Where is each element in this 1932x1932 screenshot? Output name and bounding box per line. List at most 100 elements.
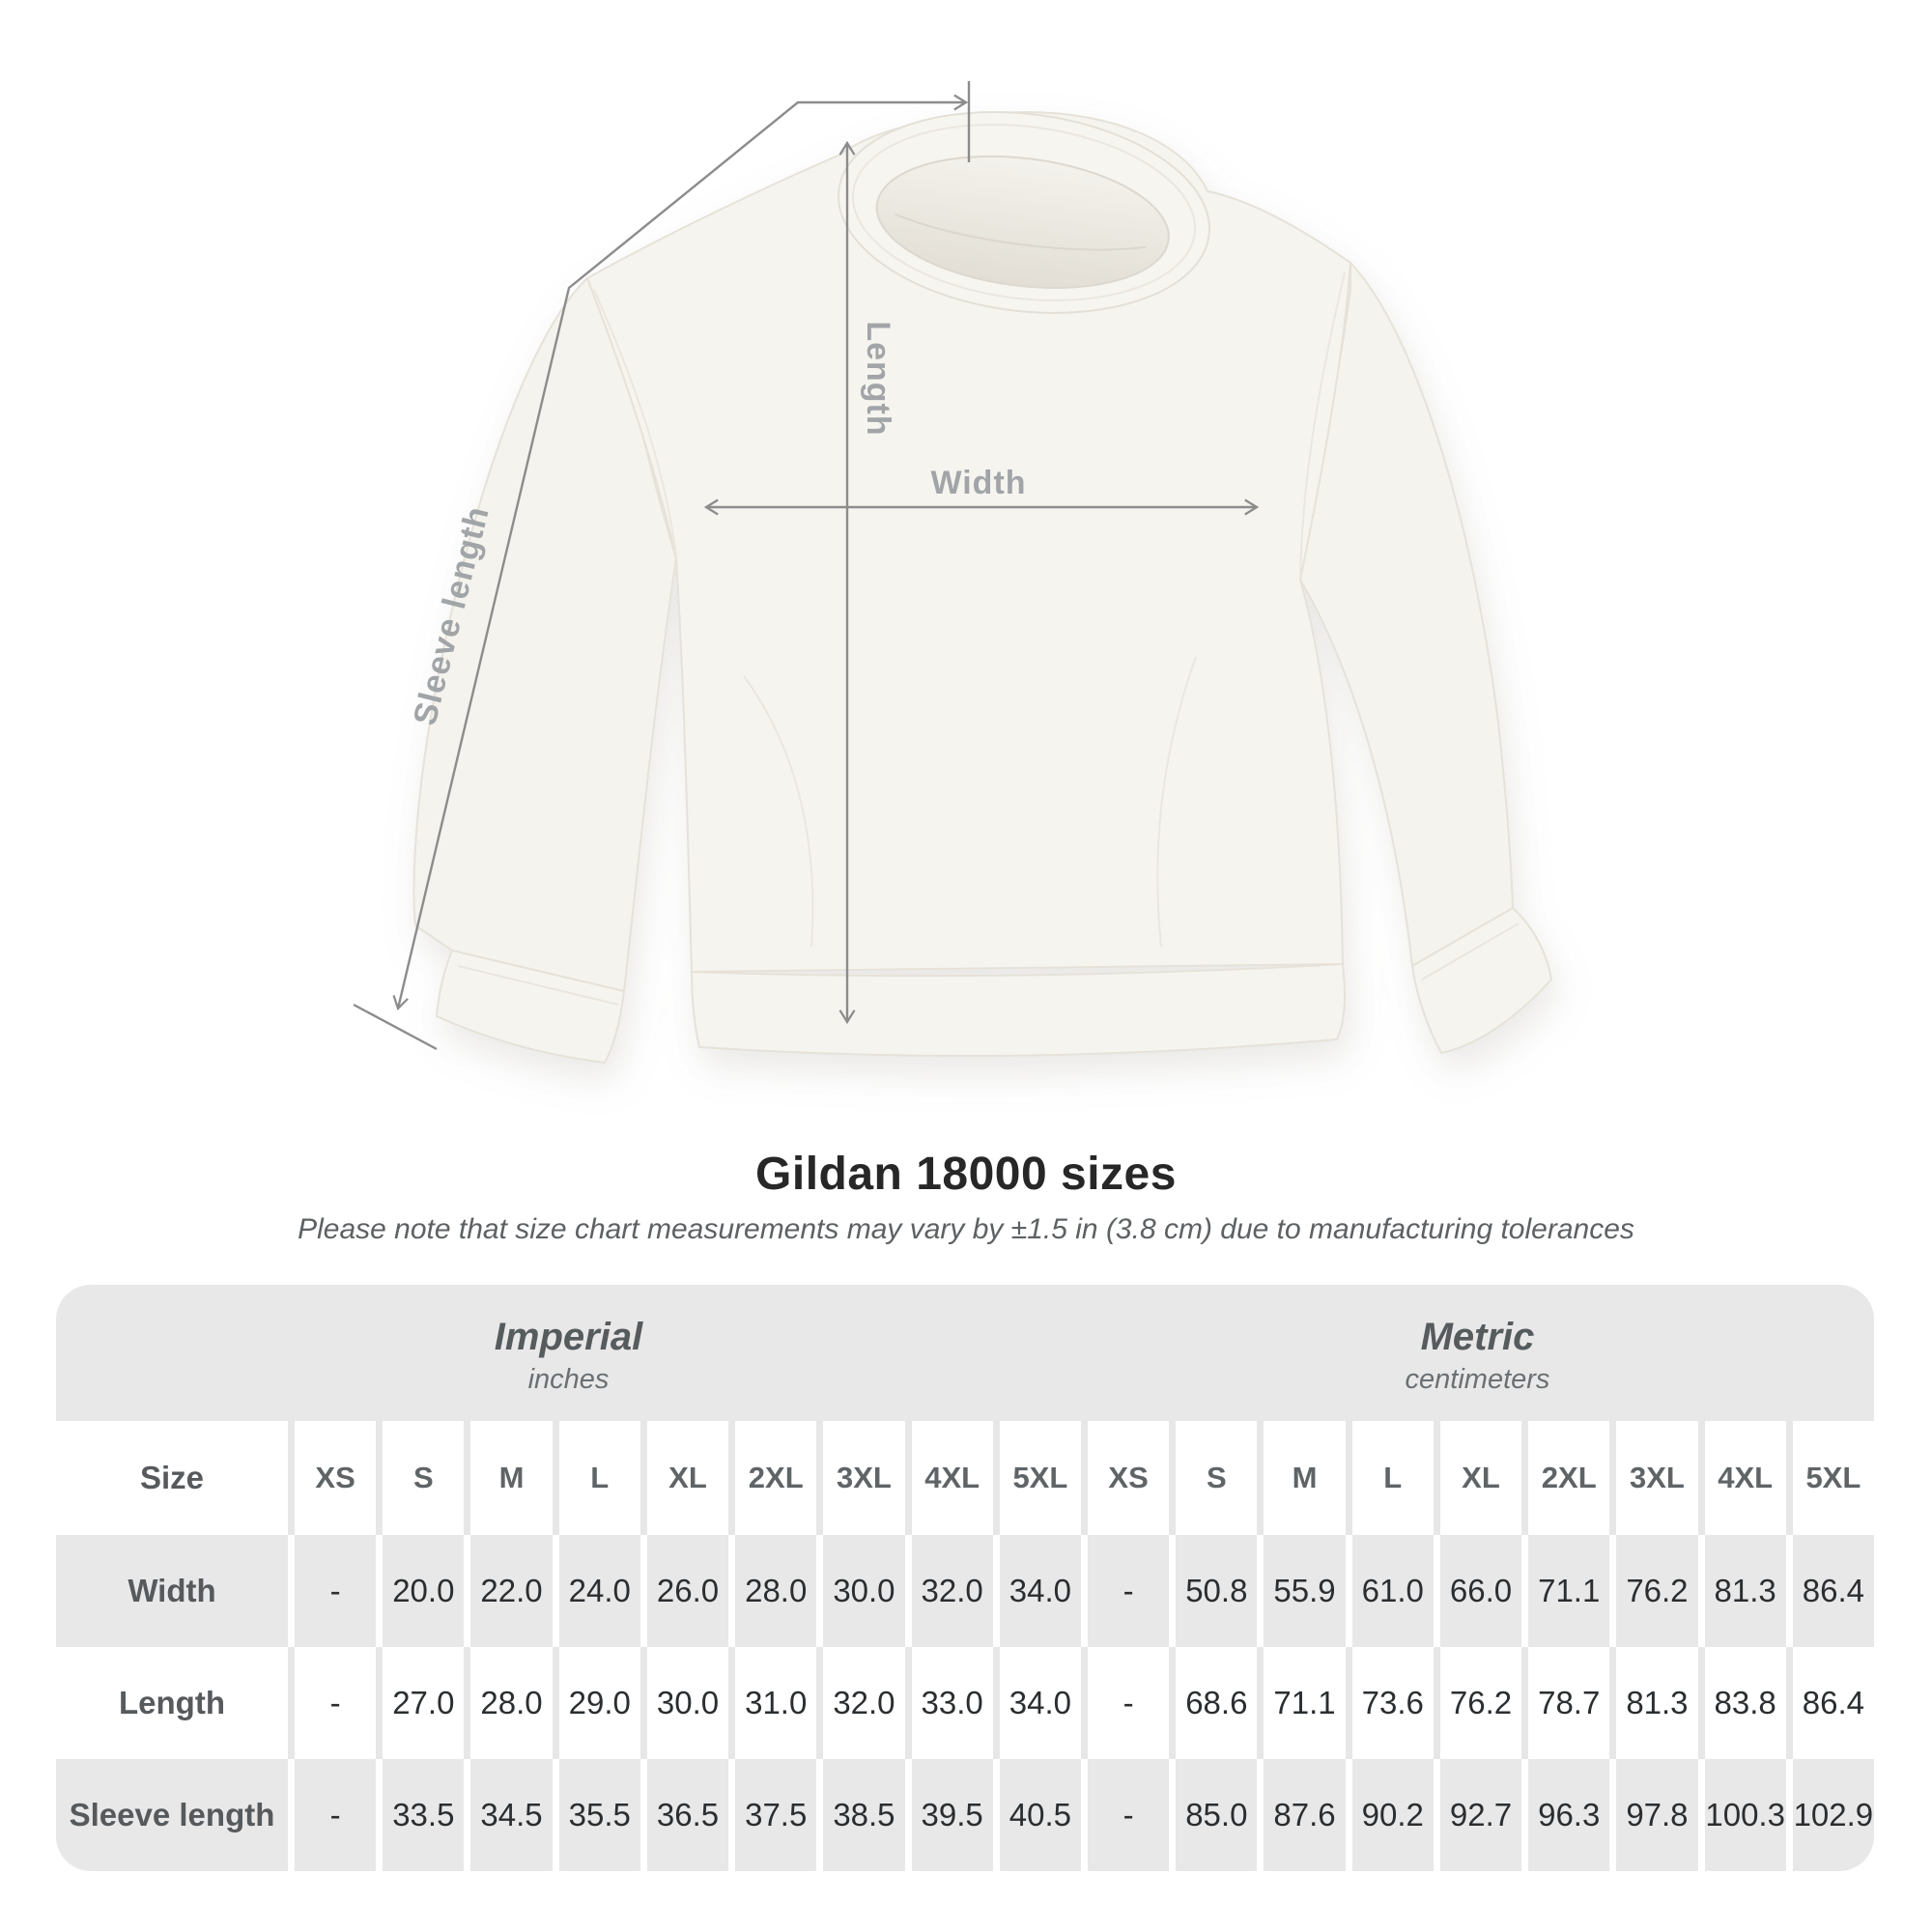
table-header-row: Size XS S M L XL 2XL 3XL 4XL 5XL XS S M L XL 2XL 3XL 4XL 5… (56, 1421, 1874, 1535)
table-cell: 28.0 (728, 1535, 816, 1647)
table-cell: 71.1 (1257, 1647, 1345, 1759)
table-cell: - (1080, 1647, 1169, 1759)
table-cell: 100.3 (1697, 1759, 1786, 1871)
table-cell: 50.8 (1169, 1535, 1257, 1647)
table-cell: - (288, 1759, 376, 1871)
width-label: Width (930, 465, 1026, 501)
table-cell: 86.4 (1785, 1535, 1874, 1647)
table-cell: 87.6 (1257, 1759, 1345, 1871)
table-row: Sleeve length -33.5 34.5 35.5 36.5 37.5 38.5 39… (56, 1759, 1874, 1871)
column-header-imperial-l: L (552, 1421, 640, 1535)
column-header-metric-l: L (1345, 1421, 1434, 1535)
column-header-metric-xs: XS (1080, 1421, 1169, 1535)
table-cell: 32.0 (904, 1535, 993, 1647)
sweatshirt-diagram: Length Width Sleeve length (353, 81, 1553, 1065)
unit-group-header: Imperial inches Metric centimeters (56, 1285, 1874, 1421)
table-cell: 20.0 (376, 1535, 464, 1647)
sweatshirt-illustration (412, 110, 1553, 1065)
column-header-imperial-5xl: 5XL (992, 1421, 1081, 1535)
table-cell: 40.5 (992, 1759, 1081, 1871)
column-header-metric-3xl: 3XL (1609, 1421, 1697, 1535)
table-cell: 55.9 (1257, 1535, 1345, 1647)
column-header-imperial-2xl: 2XL (728, 1421, 816, 1535)
table-cell: 36.5 (639, 1759, 728, 1871)
metric-group-unit: centimeters (1405, 1363, 1550, 1395)
column-header-metric-xl: XL (1433, 1421, 1521, 1535)
table-cell: 32.0 (816, 1647, 904, 1759)
table-cell: 61.0 (1345, 1535, 1434, 1647)
table-cell: - (1080, 1535, 1169, 1647)
row-label: Length (119, 1685, 225, 1720)
table-cell: 71.1 (1521, 1535, 1609, 1647)
page-title: Gildan 18000 sizes (755, 1149, 1177, 1200)
imperial-group-title: Imperial (494, 1315, 643, 1358)
table-cell: 102.9 (1785, 1759, 1874, 1871)
table-cell: 28.0 (464, 1647, 552, 1759)
table-cell: 73.6 (1345, 1647, 1434, 1759)
column-header-imperial-xs: XS (288, 1421, 376, 1535)
table-cell: 97.8 (1609, 1759, 1697, 1871)
table-row: Length -27.0 28.0 29.0 30.0 31.0 32.0 33.0 34.0-… (56, 1647, 1874, 1759)
row-label: Sleeve length (69, 1797, 275, 1833)
column-header-imperial-4xl: 4XL (904, 1421, 993, 1535)
table-cell: - (1080, 1759, 1169, 1871)
column-header-metric-2xl: 2XL (1521, 1421, 1609, 1535)
column-header-metric-4xl: 4XL (1697, 1421, 1786, 1535)
table-cell: 38.5 (816, 1759, 904, 1871)
column-header-imperial-3xl: 3XL (816, 1421, 904, 1535)
table-cell: 68.6 (1169, 1647, 1257, 1759)
page-subtitle: Please note that size chart measurements… (298, 1213, 1634, 1245)
table-cell: 37.5 (728, 1759, 816, 1871)
table-cell: 92.7 (1433, 1759, 1521, 1871)
table-cell: 29.0 (552, 1647, 640, 1759)
table-cell: 27.0 (376, 1647, 464, 1759)
table-cell: 83.8 (1697, 1647, 1786, 1759)
imperial-group-unit: inches (527, 1363, 610, 1395)
table-cell: 26.0 (639, 1535, 728, 1647)
table-cell: 31.0 (728, 1647, 816, 1759)
column-header-metric-s: S (1169, 1421, 1257, 1535)
table-cell: 22.0 (464, 1535, 552, 1647)
table-cell: 96.3 (1521, 1759, 1609, 1871)
table-cell: 30.0 (816, 1535, 904, 1647)
column-header-metric-m: M (1257, 1421, 1345, 1535)
sweatshirt-hem-band (690, 962, 1346, 1058)
table-cell: 76.2 (1433, 1647, 1521, 1759)
column-header-imperial-m: M (464, 1421, 552, 1535)
table-cell: 30.0 (639, 1647, 728, 1759)
table-cell: 39.5 (904, 1759, 993, 1871)
size-table-grid: Size XS S M L XL 2XL 3XL 4XL 5XL XS S M L XL 2XL 3XL 4XL 5… (56, 1421, 1874, 1871)
table-cell: 81.3 (1609, 1647, 1697, 1759)
table-cell: 90.2 (1345, 1759, 1434, 1871)
sleeve-length-arrow (398, 102, 966, 1009)
table-row: Width -20.0 22.0 24.0 26.0 28.0 30.0 32.0 34.0-5… (56, 1535, 1874, 1647)
imperial-group-header: Imperial inches (56, 1285, 1081, 1421)
metric-group-header: Metric centimeters (1081, 1285, 1874, 1421)
table-cell: 85.0 (1169, 1759, 1257, 1871)
column-header-metric-5xl: 5XL (1785, 1421, 1874, 1535)
table-cell: 33.0 (904, 1647, 993, 1759)
sleeve-length-bottom-tick (353, 1003, 438, 1051)
table-cell: 81.3 (1697, 1535, 1786, 1647)
table-cell: 34.0 (992, 1647, 1081, 1759)
table-cell: 86.4 (1785, 1647, 1874, 1759)
table-cell: 35.5 (552, 1759, 640, 1871)
column-header-imperial-xl: XL (639, 1421, 728, 1535)
column-header-imperial-s: S (376, 1421, 464, 1535)
table-cell: 66.0 (1433, 1535, 1521, 1647)
table-cell: 33.5 (376, 1759, 464, 1871)
table-cell: 34.0 (992, 1535, 1081, 1647)
table-cell: - (288, 1535, 376, 1647)
table-cell: - (288, 1647, 376, 1759)
table-cell: 34.5 (464, 1759, 552, 1871)
column-header-size: Size (139, 1460, 205, 1495)
table-cell: 76.2 (1609, 1535, 1697, 1647)
size-table: Imperial inches Metric centimeters Size X… (56, 1285, 1874, 1871)
length-label: Length (860, 321, 896, 436)
table-cell: 24.0 (552, 1535, 640, 1647)
sweatshirt-right-cuff (1410, 906, 1553, 1055)
row-label: Width (128, 1573, 216, 1608)
table-cell: 78.7 (1521, 1647, 1609, 1759)
metric-group-title: Metric (1420, 1315, 1535, 1358)
